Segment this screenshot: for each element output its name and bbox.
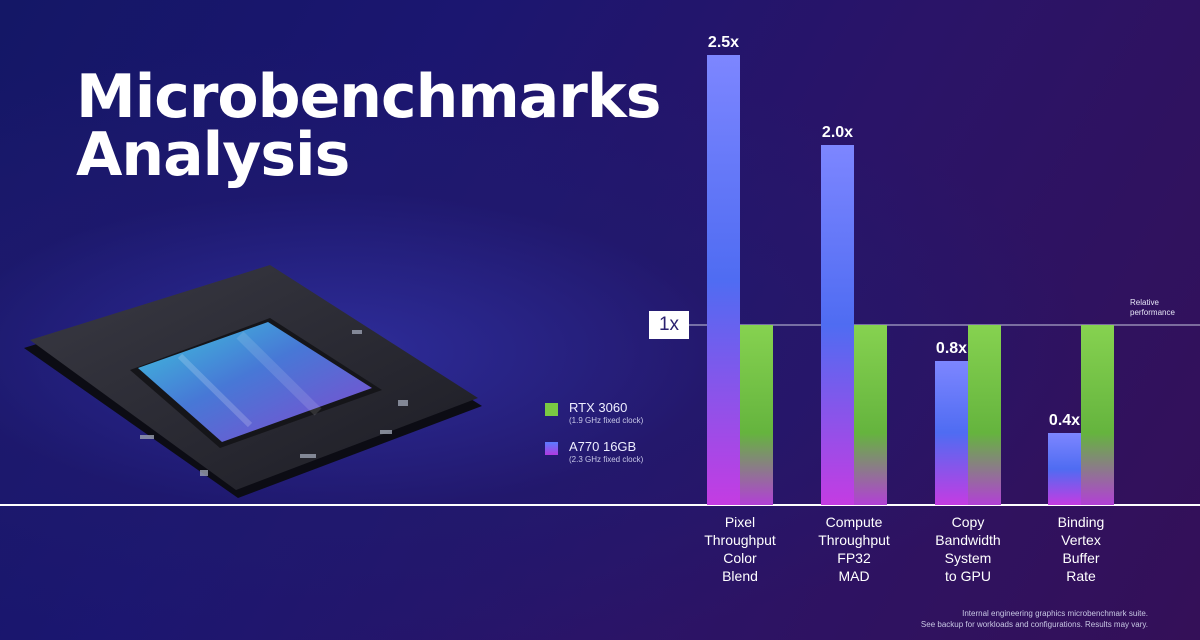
x-tick-label-1-line-1: Throughput [818,532,890,548]
bar-a770-3 [1048,433,1081,505]
bar-rtx3060-1 [854,325,887,505]
x-tick-label-2-line-3: to GPU [945,568,991,584]
x-tick-label-0: Pixel Throughput Color Blend [680,513,800,585]
bar-rtx3060-2 [968,325,1001,505]
page-title: Microbenchmarks Analysis [76,62,662,190]
legend-clock-rtx3060: (1.9 GHz fixed clock) [569,416,644,425]
x-tick-label-0-line-3: Blend [722,568,758,584]
title-line-2: Analysis [76,120,350,190]
legend-name-rtx3060: RTX 3060 [569,400,628,415]
footnote: Internal engineering graphics microbench… [921,608,1148,630]
legend-item-a770: A770 16GB (2.3 GHz fixed clock) [545,439,643,464]
x-tick-label-0-line-0: Pixel [724,514,756,530]
bar-value-label-2: 0.8x [936,340,967,357]
bar-value-label-1: 2.0x [822,124,853,141]
legend-swatch-rtx3060 [545,403,558,416]
x-tick-label-3: Binding Vertex Buffer Rate [1021,513,1141,585]
x-tick-label-0-line-2: Color [723,550,757,566]
x-tick-label-3-line-3: Rate [1066,568,1096,584]
bar-rtx3060-3 [1081,325,1114,505]
x-tick-label-3-line-0: Binding [1057,514,1105,530]
x-tick-label-1: Compute Throughput FP32 MAD [794,513,914,585]
bar-a770-2 [935,361,968,505]
x-tick-label-0-line-1: Throughput [704,532,776,548]
bar-value-label-0: 2.5x [708,34,739,51]
bar-rtx3060-0 [740,325,773,505]
x-tick-label-3-line-2: Buffer [1062,550,1100,566]
relative-label-line-2: performance [1130,308,1175,317]
bar-a770-1 [821,145,854,505]
relative-label-line-1: Relative [1130,298,1159,307]
bar-a770-0 [707,55,740,505]
footnote-line-1: Internal engineering graphics microbench… [962,609,1148,618]
legend-name-a770: A770 16GB [569,439,637,454]
x-tick-label-2: Copy Bandwidth System to GPU [908,513,1028,585]
baseline-1x-label: 1x [649,311,689,339]
x-tick-label-2-line-1: Bandwidth [935,532,1001,548]
x-tick-label-1-line-2: FP32 [837,550,871,566]
x-tick-label-3-line-1: Vertex [1061,532,1101,548]
x-tick-label-1-line-0: Compute [825,514,883,530]
x-tick-label-2-line-2: System [944,550,992,566]
x-tick-label-1-line-3: MAD [838,568,870,584]
x-tick-label-2-line-0: Copy [951,514,985,530]
title-line-1: Microbenchmarks [76,62,662,132]
legend-item-rtx3060: RTX 3060 (1.9 GHz fixed clock) [545,400,643,425]
footnote-line-2: See backup for workloads and configurati… [920,620,1148,629]
legend-swatch-a770 [545,442,558,455]
legend-clock-a770: (2.3 GHz fixed clock) [569,455,644,464]
chart-legend: RTX 3060 (1.9 GHz fixed clock) A770 16GB… [545,400,643,478]
bar-value-label-3: 0.4x [1049,412,1080,429]
relative-performance-label: Relative performance [1130,298,1175,318]
